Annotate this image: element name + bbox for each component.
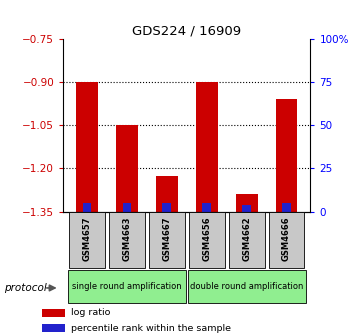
Bar (156, 176, 178, 212)
Bar (76, 82, 98, 212)
Text: GSM4657: GSM4657 (83, 217, 92, 261)
Bar (116, 125, 138, 212)
Bar (196, 82, 218, 212)
Bar (43, 308, 65, 317)
Text: GSM4656: GSM4656 (202, 217, 211, 261)
Bar (123, 203, 131, 212)
Text: percentile rank within the sample: percentile rank within the sample (71, 324, 231, 333)
Text: double round amplification: double round amplification (190, 282, 303, 291)
FancyBboxPatch shape (189, 212, 225, 268)
Bar (203, 203, 211, 212)
Bar (282, 203, 291, 212)
Bar (83, 203, 91, 212)
Bar (43, 324, 65, 332)
Text: GSM4663: GSM4663 (122, 217, 131, 261)
Bar (236, 195, 258, 212)
Text: single round amplification: single round amplification (72, 282, 182, 291)
Text: log ratio: log ratio (71, 308, 110, 317)
FancyBboxPatch shape (68, 270, 186, 303)
Bar (242, 205, 251, 212)
Bar (162, 203, 171, 212)
FancyBboxPatch shape (149, 212, 185, 268)
Bar (275, 99, 297, 212)
Text: GSM4667: GSM4667 (162, 217, 171, 261)
FancyBboxPatch shape (69, 212, 105, 268)
FancyBboxPatch shape (188, 270, 306, 303)
Text: GSM4666: GSM4666 (282, 217, 291, 261)
FancyBboxPatch shape (229, 212, 265, 268)
Text: protocol: protocol (4, 283, 46, 293)
FancyBboxPatch shape (269, 212, 304, 268)
Text: GSM4662: GSM4662 (242, 217, 251, 261)
Title: GDS224 / 16909: GDS224 / 16909 (132, 25, 242, 38)
FancyBboxPatch shape (109, 212, 145, 268)
